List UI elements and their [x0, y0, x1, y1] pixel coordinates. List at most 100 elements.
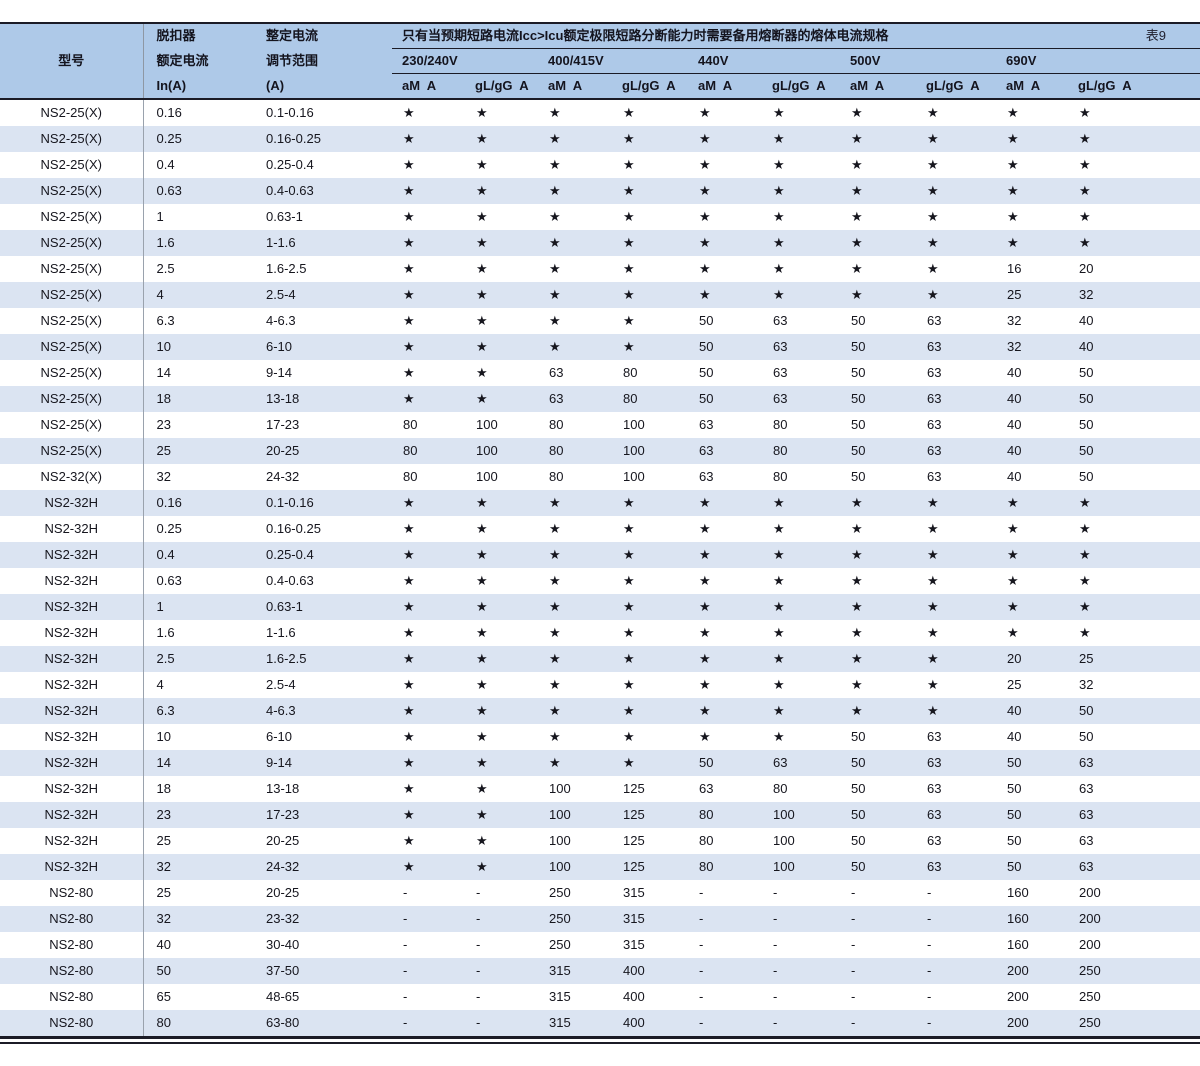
cell-adjust-range: 4-6.3 — [258, 308, 392, 334]
cell-fuse-value: ★ — [465, 594, 538, 620]
cell-fuse-value: 25 — [1068, 646, 1200, 672]
cell-rated-current: 6.3 — [143, 698, 258, 724]
cell-fuse-value: 63 — [538, 360, 612, 386]
cell-fuse-value: 50 — [1068, 438, 1200, 464]
cell-rated-current: 0.63 — [143, 568, 258, 594]
cell-model: NS2-32(X) — [0, 464, 144, 490]
cell-fuse-value: ★ — [538, 178, 612, 204]
cell-fuse-value: ★ — [1068, 568, 1200, 594]
cell-fuse-value: ★ — [688, 256, 762, 282]
cell-fuse-value: 160 — [996, 932, 1068, 958]
cell-fuse-value: 200 — [996, 984, 1068, 1010]
cell-fuse-value: ★ — [996, 594, 1068, 620]
cell-model: NS2-32H — [0, 490, 144, 516]
cell-fuse-value: 50 — [688, 334, 762, 360]
cell-fuse-value: ★ — [392, 204, 465, 230]
cell-fuse-value: ★ — [762, 99, 840, 126]
cell-model: NS2-32H — [0, 594, 144, 620]
cell-fuse-value: ★ — [762, 256, 840, 282]
cell-fuse-value: - — [688, 1010, 762, 1039]
table-row: NS2-80 40 30-40- -250 315- - - -160 200 — [0, 932, 1200, 958]
cell-fuse-value: ★ — [916, 594, 996, 620]
cell-fuse-value: ★ — [1068, 490, 1200, 516]
cell-fuse-value: 80 — [688, 854, 762, 880]
cell-adjust-range: 0.25-0.4 — [258, 152, 392, 178]
cell-fuse-value: 80 — [392, 464, 465, 490]
header-gl-400: gL/gG A — [612, 73, 688, 100]
cell-fuse-value: 50 — [688, 308, 762, 334]
cell-fuse-value: ★ — [688, 698, 762, 724]
cell-fuse-value: 400 — [612, 984, 688, 1010]
table-row: NS2-32H 10 6-10 ★ ★ ★ ★ ★ ★ 50 63 40 50 — [0, 724, 1200, 750]
cell-fuse-value: 63 — [762, 334, 840, 360]
table-row: NS2-32H 18 13-18 ★ ★ 100 125 63 80 50 63 50 63 — [0, 776, 1200, 802]
cell-adjust-range: 0.16-0.25 — [258, 126, 392, 152]
cell-fuse-value: 80 — [762, 412, 840, 438]
cell-fuse-value: - — [392, 1010, 465, 1039]
table-row: NS2-32H 0.63 0.4-0.63 ★ ★ ★ ★ ★ ★ ★ ★ ★ ★ — [0, 568, 1200, 594]
cell-adjust-range: 17-23 — [258, 802, 392, 828]
cell-fuse-value: ★ — [1068, 542, 1200, 568]
table-row: NS2-32H 1 0.63-1 ★ ★ ★ ★ ★ ★ ★ ★ ★ ★ — [0, 594, 1200, 620]
cell-fuse-value: 50 — [840, 776, 916, 802]
cell-fuse-value: 160 — [996, 906, 1068, 932]
cell-fuse-value: ★ — [840, 490, 916, 516]
cell-fuse-value: 63 — [688, 776, 762, 802]
table-row: NS2-25(X) 6.3 4-6.3 ★ ★ ★ ★ 50 63 50 63 32 40 — [0, 308, 1200, 334]
cell-fuse-value: - — [688, 906, 762, 932]
cell-adjust-range: 0.4-0.63 — [258, 178, 392, 204]
cell-fuse-value: 63 — [916, 776, 996, 802]
cell-fuse-value: 32 — [1068, 672, 1200, 698]
cell-model: NS2-32H — [0, 698, 144, 724]
cell-fuse-value: - — [916, 880, 996, 906]
cell-fuse-value: 250 — [538, 880, 612, 906]
cell-fuse-value: 40 — [996, 412, 1068, 438]
table-row: NS2-80 25 20-25- -250 315- - - -160 200 — [0, 880, 1200, 906]
header-am-690: aM A — [996, 73, 1068, 100]
cell-fuse-value: ★ — [916, 698, 996, 724]
cell-rated-current: 0.63 — [143, 178, 258, 204]
table-row: NS2-25(X) 18 13-18 ★ ★ 63 80 50 63 50 63 40 50 — [0, 386, 1200, 412]
cell-fuse-value: ★ — [538, 620, 612, 646]
table-number-label: 表9 — [1145, 28, 1166, 43]
cell-fuse-value: ★ — [465, 178, 538, 204]
cell-fuse-value: ★ — [1068, 152, 1200, 178]
cell-fuse-value: - — [762, 906, 840, 932]
cell-fuse-value: ★ — [465, 516, 538, 542]
cell-fuse-value: 80 — [762, 776, 840, 802]
cell-rated-current: 0.25 — [143, 126, 258, 152]
cell-model: NS2-32H — [0, 828, 144, 854]
cell-fuse-value: - — [840, 880, 916, 906]
cell-fuse-value: ★ — [392, 282, 465, 308]
cell-fuse-value: ★ — [538, 308, 612, 334]
cell-model: NS2-32H — [0, 854, 144, 880]
cell-rated-current: 80 — [143, 1010, 258, 1039]
header-trip-line2: 额定电流 — [143, 48, 258, 74]
cell-adjust-range: 13-18 — [258, 386, 392, 412]
cell-fuse-value: ★ — [612, 490, 688, 516]
table-row: NS2-32H 25 20-25 ★ ★ 100 125 80 100 50 63 50 63 — [0, 828, 1200, 854]
cell-fuse-value: ★ — [465, 490, 538, 516]
cell-fuse-value: ★ — [465, 698, 538, 724]
cell-fuse-value: 32 — [996, 308, 1068, 334]
cell-fuse-value: 63 — [538, 386, 612, 412]
cell-model: NS2-32H — [0, 802, 144, 828]
cell-fuse-value: ★ — [688, 282, 762, 308]
cell-fuse-value: ★ — [612, 230, 688, 256]
cell-fuse-value: 32 — [996, 334, 1068, 360]
cell-fuse-value: 63 — [1068, 854, 1200, 880]
cell-model: NS2-25(X) — [0, 360, 144, 386]
cell-fuse-value: ★ — [916, 178, 996, 204]
cell-fuse-value: 315 — [612, 906, 688, 932]
cell-fuse-value: ★ — [840, 594, 916, 620]
cell-fuse-value: ★ — [688, 620, 762, 646]
table-row: NS2-80 50 37-50- -315 400- - - -200 250 — [0, 958, 1200, 984]
cell-fuse-value: ★ — [392, 230, 465, 256]
cell-rated-current: 10 — [143, 334, 258, 360]
cell-fuse-value: ★ — [465, 776, 538, 802]
cell-model: NS2-80 — [0, 880, 144, 906]
cell-rated-current: 14 — [143, 750, 258, 776]
cell-adjust-range: 6-10 — [258, 724, 392, 750]
header-am-230: aM A — [392, 73, 465, 100]
table-row: NS2-25(X) 10 6-10 ★ ★ ★ ★ 50 63 50 63 32 40 — [0, 334, 1200, 360]
